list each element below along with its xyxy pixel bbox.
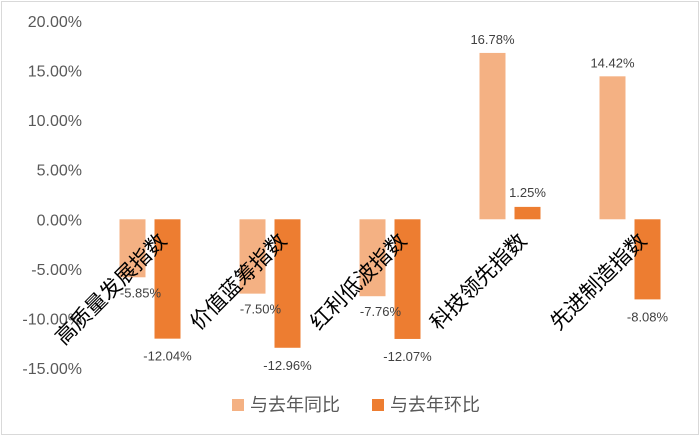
y-tick-label: -10.00%	[22, 311, 82, 328]
bar-yoy	[119, 219, 146, 278]
y-tick-label: -15.00%	[22, 361, 82, 378]
data-labels: -5.85% -12.04% -7.50% -12.96% -7.76% -12.07% 1…	[120, 32, 669, 373]
data-label: -12.96%	[263, 358, 312, 373]
bars	[119, 52, 661, 348]
legend-label: 与去年同比	[250, 395, 340, 416]
y-tick-label: 5.00%	[37, 163, 82, 180]
bar-mom	[394, 219, 421, 339]
bar-yoy	[359, 219, 386, 297]
y-tick-label: 0.00%	[37, 212, 82, 229]
y-tick-label: 20.00%	[28, 14, 82, 31]
y-tick-label: -5.00%	[31, 262, 82, 279]
data-label: -12.04%	[143, 349, 192, 364]
bar-mom	[514, 206, 541, 220]
category-label: 科技领先指数	[425, 229, 531, 335]
data-label: -7.76%	[360, 304, 402, 319]
data-label: 1.25%	[509, 185, 546, 200]
bar-yoy	[599, 76, 626, 220]
y-tick-label: 10.00%	[28, 113, 82, 130]
data-label: 16.78%	[470, 32, 515, 47]
bar-mom	[274, 219, 301, 348]
bar-mom	[634, 219, 661, 300]
legend-swatch	[372, 399, 384, 411]
y-tick-label: 15.00%	[28, 64, 82, 81]
bar-yoy	[239, 219, 266, 294]
data-label: -7.50%	[240, 302, 282, 317]
data-label: 14.42%	[590, 55, 635, 70]
legend-label: 与去年环比	[390, 395, 480, 416]
legend: 与去年同比 与去年环比	[232, 395, 480, 416]
y-axis: 20.00% 15.00% 10.00% 5.00% 0.00% -5.00% -10.00…	[22, 14, 82, 378]
data-label: -5.85%	[120, 285, 162, 300]
bar-mom	[154, 219, 181, 339]
data-label: -8.08%	[627, 309, 669, 324]
data-label: -12.07%	[383, 349, 432, 364]
legend-swatch	[232, 399, 244, 411]
bar-yoy	[479, 52, 506, 220]
